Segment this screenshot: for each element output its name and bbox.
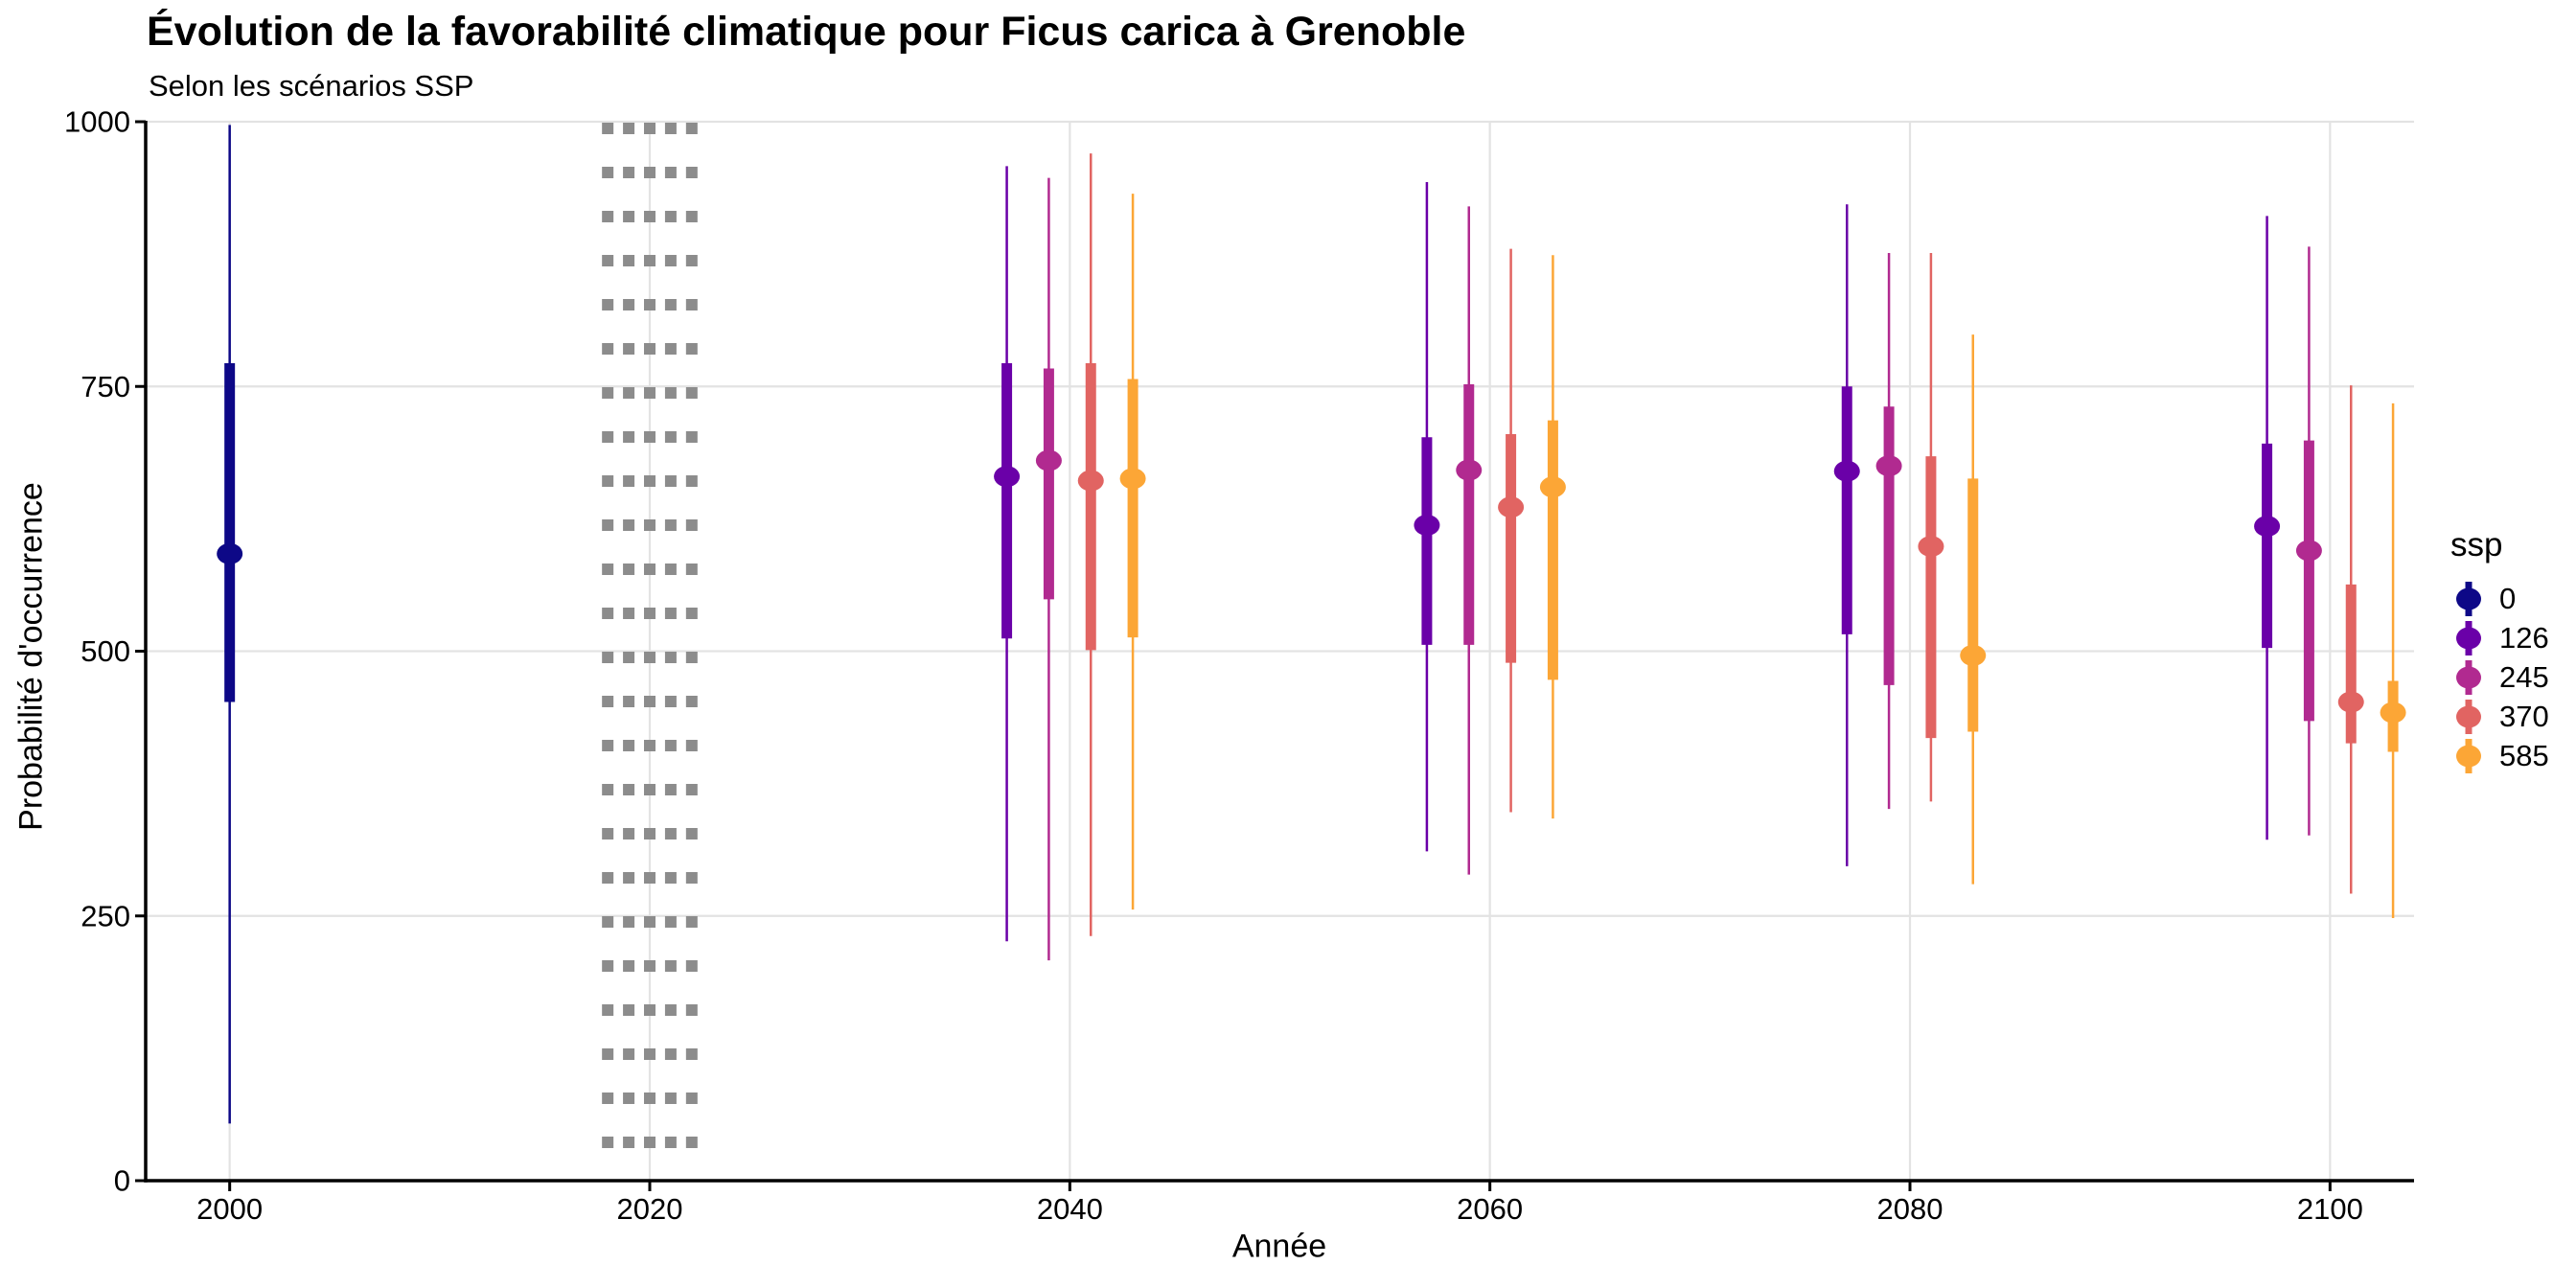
y-axis-title: Probabilité d'occurrence	[12, 482, 50, 831]
pointrange-key-icon	[2456, 620, 2481, 656]
pointrange-median-dot	[1414, 515, 1440, 537]
legend-item-label: 245	[2499, 659, 2549, 694]
x-tick-label: 2040	[1037, 1192, 1103, 1226]
pointrange-key-icon	[2456, 659, 2481, 695]
legend-item-ssp-245: 245	[2434, 657, 2576, 697]
legend: ssp 0 126 245 370 585	[2434, 527, 2576, 775]
legend-item-label: 0	[2499, 581, 2517, 615]
pointrange-key-icon	[2456, 699, 2481, 734]
pointrange-median-dot	[1918, 536, 1944, 558]
pointrange-median-dot	[1960, 644, 1987, 666]
pointrange-median-dot	[2295, 540, 2322, 562]
x-tick-label: 2000	[196, 1192, 263, 1226]
pointrange-median-dot	[1539, 476, 1566, 498]
x-axis-title: Année	[1231, 1228, 1327, 1265]
pointrange-median-dot	[217, 542, 243, 564]
x-tick-label: 2060	[1457, 1192, 1523, 1226]
x-tick-label: 2080	[1877, 1192, 1944, 1226]
pointrange-median-dot	[994, 466, 1021, 488]
pointrange-median-dot	[2254, 516, 2281, 538]
legend-items: 0 126 245 370 585	[2434, 579, 2576, 775]
y-tick-label: 750	[80, 370, 130, 403]
pointrange-key-icon	[2456, 581, 2481, 616]
y-tick-label: 250	[80, 899, 130, 932]
pointrange-median-dot	[1035, 449, 1062, 472]
pointrange-median-dot	[1875, 455, 1902, 477]
y-tick-label: 500	[80, 634, 130, 668]
legend-item-label: 585	[2499, 738, 2549, 772]
x-tick-label: 2020	[617, 1192, 683, 1226]
pointrange-median-dot	[2337, 691, 2364, 713]
pointrange-median-dot	[2380, 702, 2406, 724]
pointrange-median-dot	[1119, 468, 1146, 490]
chart-title: Évolution de la favorabilité climatique …	[147, 9, 1466, 55]
y-tick-label: 0	[114, 1164, 130, 1198]
pointrange-median-dot	[1833, 460, 1860, 482]
pointrange-median-dot	[1498, 496, 1525, 518]
legend-item-ssp-585: 585	[2434, 736, 2576, 775]
x-tick-label: 2100	[2297, 1192, 2363, 1226]
legend-item-label: 370	[2499, 699, 2549, 733]
legend-item-ssp-0: 0	[2434, 579, 2576, 618]
pointrange-median-dot	[1077, 470, 1104, 492]
legend-title: ssp	[2450, 526, 2503, 564]
y-tick-label: 1000	[64, 105, 130, 139]
legend-item-ssp-126: 126	[2434, 618, 2576, 657]
legend-item-ssp-370: 370	[2434, 697, 2576, 736]
pointrange-median-dot	[1456, 459, 1483, 481]
legend-item-label: 126	[2499, 620, 2549, 655]
chart-subtitle: Selon les scénarios SSP	[149, 69, 474, 103]
pointrange-key-icon	[2456, 738, 2481, 773]
